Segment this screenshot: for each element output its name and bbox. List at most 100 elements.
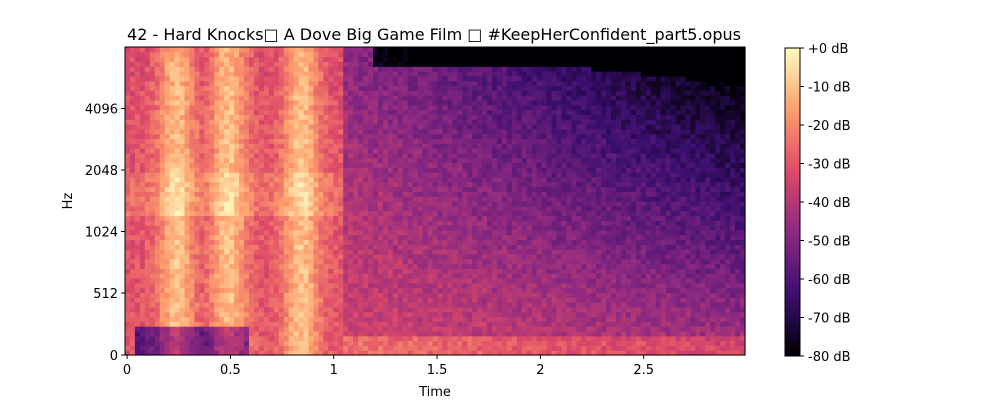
heatmap-cell	[258, 220, 265, 226]
heatmap-cell	[363, 128, 369, 135]
heatmap-cell	[125, 282, 131, 289]
heatmap-cell	[283, 124, 290, 130]
heatmap-cell	[169, 157, 176, 164]
heatmap-cell	[452, 85, 458, 91]
heatmap-cell	[229, 47, 235, 53]
heatmap-cell	[258, 176, 265, 183]
heatmap-cell	[501, 234, 508, 241]
heatmap-cell	[373, 330, 379, 337]
heatmap-cell	[224, 85, 230, 91]
heatmap-cell	[154, 143, 161, 149]
heatmap-cell	[382, 119, 389, 125]
heatmap-cell	[338, 205, 344, 212]
heatmap-cell	[462, 234, 468, 241]
heatmap-cell	[368, 225, 374, 231]
heatmap-cell	[358, 95, 364, 101]
heatmap-cell	[467, 71, 473, 77]
heatmap-cell	[412, 176, 419, 183]
heatmap-cell	[263, 133, 270, 140]
heatmap-cell	[268, 229, 275, 236]
heatmap-cell	[427, 263, 434, 269]
heatmap-cell	[472, 61, 478, 67]
heatmap-cell	[482, 138, 488, 144]
heatmap-cell	[412, 201, 419, 207]
heatmap-cell	[482, 249, 488, 255]
heatmap-cell	[417, 340, 424, 346]
heatmap-cell	[452, 316, 458, 322]
heatmap-cell	[462, 186, 468, 192]
heatmap-cell	[298, 345, 305, 351]
heatmap-cell	[194, 335, 200, 342]
heatmap-cell	[402, 229, 409, 236]
heatmap-cell	[348, 249, 354, 255]
heatmap-cell	[457, 210, 463, 217]
heatmap-cell	[452, 345, 458, 351]
heatmap-cell	[368, 119, 374, 125]
heatmap-cell	[377, 124, 384, 130]
heatmap-cell	[392, 172, 399, 178]
heatmap-cell	[313, 229, 320, 236]
heatmap-cell	[239, 61, 245, 67]
heatmap-cell	[412, 258, 419, 265]
heatmap-cell	[417, 330, 424, 337]
heatmap-cell	[239, 104, 245, 111]
heatmap-cell	[477, 234, 483, 241]
heatmap-cell	[323, 51, 329, 58]
heatmap-cell	[134, 244, 141, 250]
heatmap-cell	[506, 172, 513, 178]
heatmap-cell	[278, 316, 285, 322]
heatmap-cell	[288, 239, 295, 245]
heatmap-cell	[273, 157, 280, 164]
heatmap-cell	[184, 311, 191, 318]
heatmap-cell	[422, 167, 429, 173]
heatmap-cell	[268, 109, 275, 115]
heatmap-cell	[263, 172, 270, 178]
heatmap-cell	[189, 66, 196, 72]
heatmap-cell	[457, 282, 463, 289]
heatmap-cell	[189, 172, 196, 178]
heatmap-cell	[234, 253, 240, 260]
heatmap-cell	[268, 186, 275, 192]
heatmap-cell	[442, 302, 448, 308]
heatmap-cell	[422, 85, 429, 91]
heatmap-cell	[501, 71, 508, 77]
heatmap-cell	[467, 253, 473, 260]
heatmap-cell	[258, 181, 265, 188]
heatmap-cell	[189, 196, 196, 202]
heatmap-cell	[412, 128, 419, 135]
heatmap-cell	[432, 71, 439, 77]
heatmap-cell	[209, 253, 215, 260]
heatmap-cell	[194, 306, 200, 313]
heatmap-cell	[244, 143, 250, 149]
heatmap-cell	[293, 47, 300, 53]
heatmap-cell	[412, 215, 419, 221]
heatmap-cell	[397, 51, 404, 58]
heatmap-cell	[467, 56, 473, 63]
heatmap-cell	[184, 143, 191, 149]
heatmap-cell	[417, 292, 424, 298]
heatmap-cell	[318, 51, 324, 58]
heatmap-cell	[229, 56, 235, 63]
heatmap-cell	[144, 302, 151, 308]
heatmap-cell	[492, 80, 498, 87]
heatmap-cell	[288, 326, 295, 332]
heatmap-cell	[139, 176, 146, 183]
heatmap-cell	[387, 210, 394, 217]
heatmap-cell	[199, 234, 205, 241]
heatmap-cell	[402, 181, 409, 188]
heatmap-cell	[209, 201, 215, 207]
heatmap-cell	[343, 234, 349, 241]
heatmap-cell	[263, 330, 270, 337]
heatmap-cell	[249, 268, 255, 274]
heatmap-cell	[422, 278, 429, 284]
heatmap-cell	[506, 138, 513, 144]
heatmap-cell	[358, 287, 364, 294]
heatmap-cell	[194, 90, 200, 96]
heatmap-cell	[134, 56, 141, 63]
heatmap-cell	[328, 258, 334, 265]
heatmap-cell	[338, 66, 344, 72]
heatmap-cell	[338, 176, 344, 183]
heatmap-cell	[293, 133, 300, 140]
heatmap-cell	[298, 152, 305, 159]
heatmap-cell	[472, 95, 478, 101]
